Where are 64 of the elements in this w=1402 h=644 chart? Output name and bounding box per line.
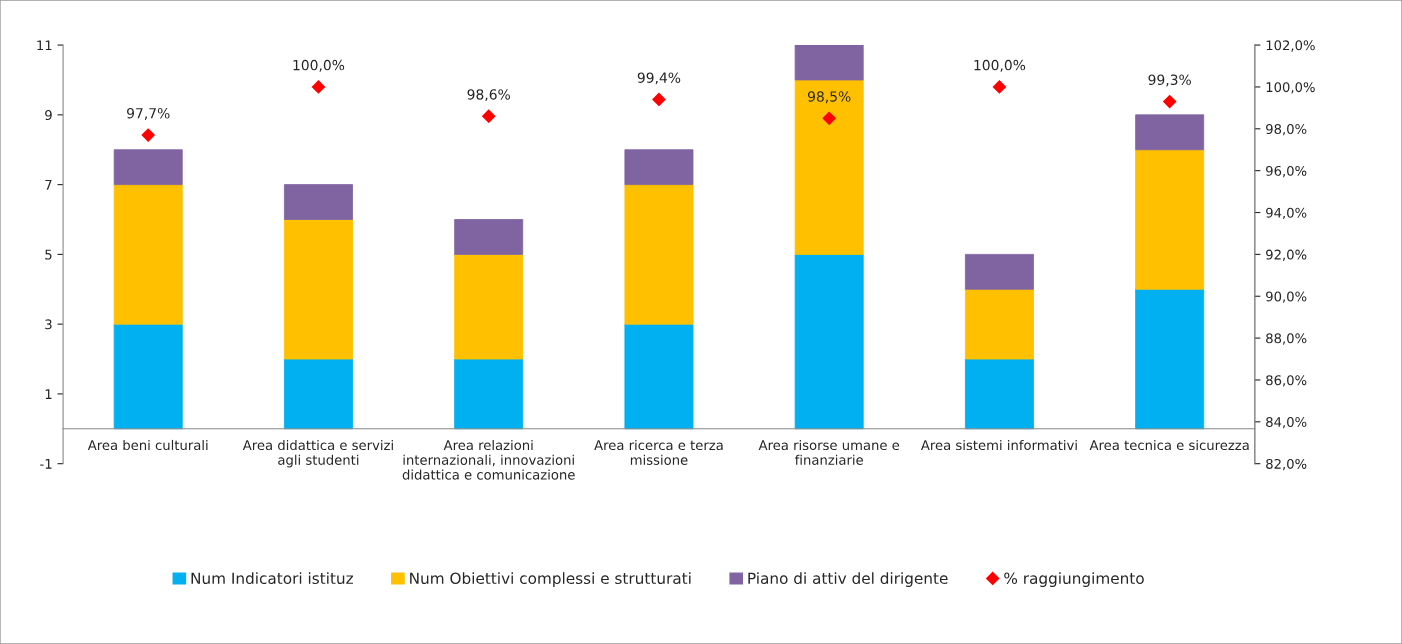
bar — [283, 184, 353, 220]
data-label: 100,0% — [974, 59, 1026, 72]
point — [482, 109, 496, 123]
y2-tick-label: 96,0% — [1266, 165, 1307, 178]
y-tick-label: 11 — [37, 40, 52, 51]
bar — [624, 184, 694, 325]
bar — [113, 323, 183, 430]
data-label: 97,7% — [127, 107, 170, 120]
data-label: 100,0% — [293, 59, 345, 72]
y-tick-label: 3 — [45, 319, 52, 330]
y2-tick-label: 92,0% — [1266, 249, 1307, 261]
x-tick-label: Area sistemi informativi — [920, 439, 1077, 451]
y-tick-label: 1 — [45, 389, 52, 399]
bar — [964, 358, 1034, 430]
point — [652, 92, 666, 107]
bar — [113, 149, 183, 186]
y2-tick-label: 86,0% — [1266, 375, 1307, 387]
bar — [794, 79, 864, 255]
y-tick-label: -1 — [40, 459, 52, 469]
bar — [113, 184, 183, 325]
x-tick-label: Area ricerca e terza missione — [594, 439, 723, 465]
y2-tick-label: 90,0% — [1266, 291, 1307, 303]
point — [992, 80, 1007, 94]
y-tick-label: 7 — [45, 180, 52, 190]
bar — [1135, 149, 1205, 290]
bar — [454, 358, 524, 430]
x-tick-label: Area beni culturali — [87, 439, 208, 451]
x-tick-label: Area didattica e servizi agli studenti — [242, 439, 393, 468]
point — [822, 111, 836, 125]
x-tick-label: Area risorse umane e finanziarie — [758, 439, 900, 465]
bar — [1135, 288, 1205, 430]
legend-label: Num Indicatori istituz — [191, 572, 353, 585]
legend-label: Piano di attiv del dirigente — [748, 572, 948, 587]
bar — [794, 45, 864, 81]
bar — [454, 219, 524, 255]
bar — [794, 253, 864, 430]
point — [311, 80, 326, 94]
point — [141, 128, 155, 142]
bar — [283, 219, 353, 360]
y2-tick-label: 88,0% — [1266, 333, 1307, 345]
bar — [964, 253, 1034, 290]
bar — [283, 358, 353, 430]
point — [1163, 95, 1177, 109]
y-tick-label: 9 — [45, 110, 52, 121]
data-label: 99,3% — [1148, 74, 1191, 87]
legend-label: Num Obiettivi complessi e strutturati — [410, 572, 691, 587]
y-tick-label: 5 — [45, 249, 52, 260]
legend-label: % raggiungimento — [1004, 572, 1144, 587]
bar — [624, 323, 694, 430]
x-tick-label: Area tecnica e sicurezza — [1089, 439, 1249, 451]
data-label: 99,4% — [637, 72, 681, 85]
y2-tick-label: 82,0% — [1266, 458, 1307, 471]
data-label: 98,5% — [808, 91, 851, 104]
y2-tick-label: 84,0% — [1266, 417, 1307, 429]
bar — [454, 253, 524, 360]
x-tick-label: Area relazioni internazionali, innovazioni didattica e comunicazione — [402, 439, 575, 480]
y2-tick-label: 94,0% — [1266, 207, 1307, 220]
bar — [964, 288, 1034, 360]
y2-tick-label: 102,0% — [1266, 40, 1315, 52]
y2-tick-label: 98,0% — [1266, 124, 1307, 136]
bar — [1135, 114, 1205, 151]
y2-tick-label: 100,0% — [1266, 82, 1315, 94]
bar — [624, 149, 694, 186]
data-label: 98,6% — [467, 89, 510, 102]
